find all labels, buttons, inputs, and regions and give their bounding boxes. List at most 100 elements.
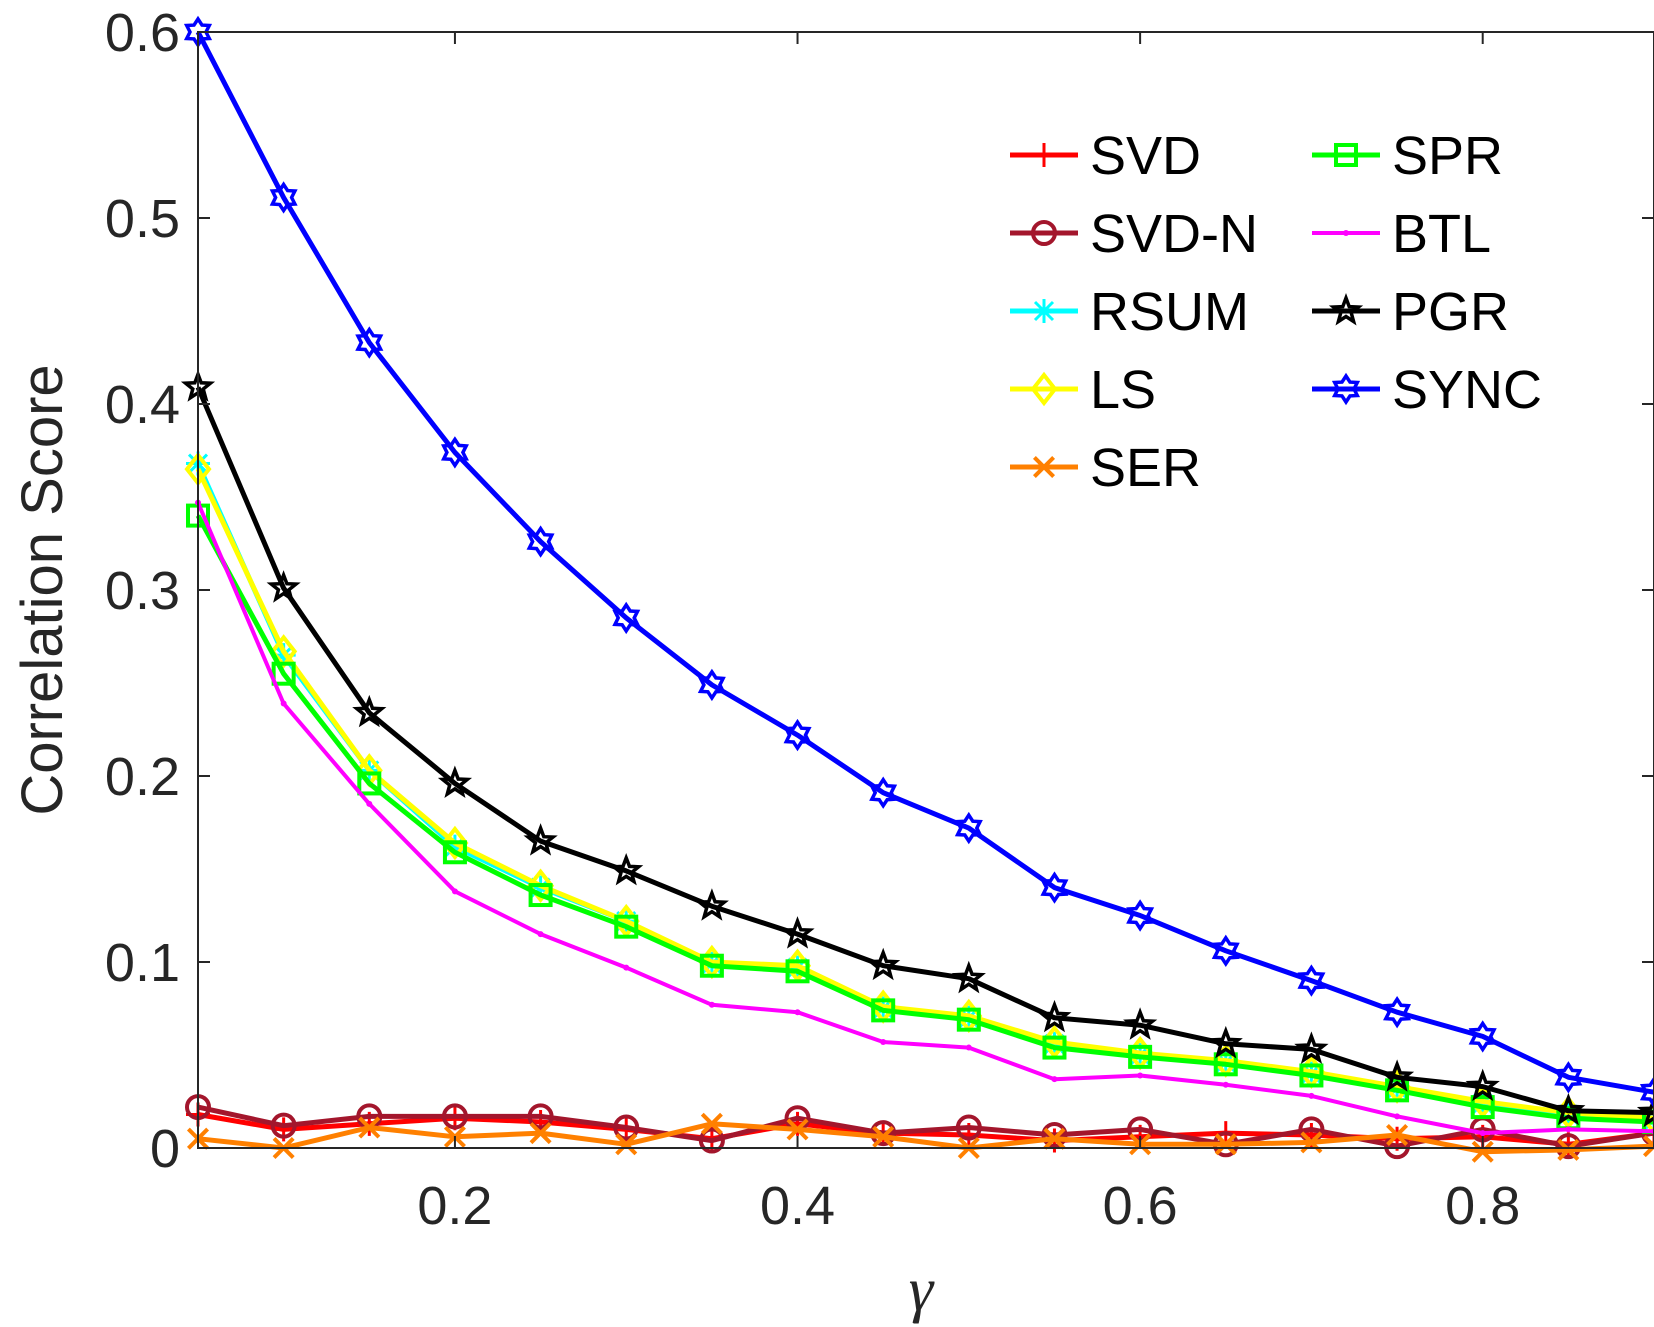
data-point-pgr: [266, 570, 301, 603]
legend-label-btl: BTL: [1392, 204, 1491, 264]
data-point-btl: [280, 700, 287, 707]
legend-marker-svd-n: [1031, 220, 1057, 246]
data-point-sync: [697, 668, 726, 702]
data-point-sync: [1554, 1061, 1583, 1094]
series-line-spr: [195, 514, 1654, 1125]
data-point-ser: [1214, 1133, 1237, 1156]
data-point-btl: [1222, 1081, 1229, 1088]
legend-label-svd: SVD: [1090, 126, 1201, 186]
data-point-pgr: [609, 852, 644, 886]
data-point-sync: [783, 718, 812, 752]
data-point-sync: [526, 525, 555, 558]
data-point-btl: [1479, 1130, 1486, 1137]
data-point-spr: [785, 959, 810, 984]
data-point-spr: [528, 883, 553, 908]
data-point-svd-n: [613, 1114, 640, 1141]
data-point-sync: [1639, 1076, 1654, 1109]
data-point-pgr: [951, 960, 986, 994]
data-point-svd-n: [870, 1120, 897, 1147]
series-line-btl: [196, 501, 1654, 1136]
legend-marker-btl: [1343, 230, 1349, 236]
data-point-pgr: [1551, 1092, 1586, 1126]
series-line-ser: [197, 1121, 1654, 1155]
data-point-btl: [880, 1038, 887, 1045]
data-point-btl: [708, 1001, 715, 1008]
data-point-sync: [1297, 964, 1326, 997]
data-point-ser: [615, 1133, 638, 1156]
data-point-pgr: [1294, 1031, 1329, 1064]
legend-item-sync: SYNC: [1312, 360, 1542, 420]
data-point-ser: [1557, 1138, 1580, 1161]
data-point-btl: [794, 1009, 801, 1016]
legend-item-ser: SER: [1010, 438, 1201, 498]
data-point-btl: [1565, 1126, 1572, 1133]
legend-marker-pgr: [1328, 292, 1364, 326]
data-point-rsum: [442, 834, 467, 859]
legend-item-svd: SVD: [1010, 126, 1201, 186]
data-point-btl: [1394, 1113, 1401, 1120]
data-point-btl: [1308, 1092, 1315, 1099]
data-point-ls: [527, 868, 555, 903]
y-tick-label: 0.6: [105, 3, 180, 63]
data-point-ser: [1642, 1135, 1654, 1158]
data-point-ser: [1471, 1140, 1494, 1163]
y-axis-title: Correlation Score: [10, 364, 75, 815]
legend-item-spr: SPR: [1312, 126, 1503, 186]
x-tick-label: 0.6: [1103, 1176, 1178, 1236]
axes: 0 0.1 0.2 0.3 0.4 0.5 0.6 0.2 0.4 0.6 0.8: [105, 3, 1654, 1236]
data-point-btl: [1051, 1076, 1058, 1083]
plot-area: [180, 15, 1654, 1163]
data-point-sync: [440, 436, 469, 469]
data-point-spr: [1042, 1035, 1067, 1060]
data-point-pgr: [352, 694, 387, 728]
series-line-svd-n: [197, 1104, 1654, 1149]
data-point-svd-n: [270, 1112, 297, 1139]
data-point-sync: [1211, 934, 1240, 967]
data-point-sync: [269, 181, 298, 214]
data-point-spr: [614, 914, 639, 939]
data-point-svd-n: [1555, 1133, 1582, 1160]
data-point-spr: [699, 953, 724, 978]
data-point-ser: [358, 1116, 381, 1139]
data-point-spr: [442, 840, 467, 865]
data-point-svd-n: [698, 1127, 725, 1154]
data-point-btl: [623, 964, 630, 971]
data-point-btl: [366, 800, 373, 807]
data-point-pgr: [694, 888, 729, 921]
data-point-pgr: [866, 947, 901, 981]
legend: SVD SVD-N RSUM LS SER SPR BTL PGR SYNC: [1010, 126, 1542, 498]
data-point-ser: [872, 1125, 895, 1148]
legend-label-ser: SER: [1090, 438, 1201, 498]
legend-marker-rsum: [1032, 299, 1056, 323]
series-btl: [195, 499, 1654, 1137]
y-tick-label: 0.1: [105, 933, 180, 993]
legend-marker-svd: [1032, 143, 1056, 167]
data-point-sync: [954, 811, 983, 845]
data-point-ser: [1386, 1123, 1409, 1146]
legend-label-svd-n: SVD-N: [1090, 204, 1258, 264]
data-point-spr: [271, 661, 296, 686]
data-point-spr: [357, 771, 382, 796]
data-point-svd-n: [441, 1103, 468, 1130]
data-point-sync: [1126, 899, 1155, 932]
data-point-spr: [1642, 1109, 1654, 1134]
data-point-spr: [1470, 1095, 1495, 1120]
data-point-svd-n: [1041, 1121, 1068, 1148]
data-point-ser: [1043, 1127, 1066, 1150]
data-point-sync: [1040, 871, 1069, 904]
y-tick-label: 0.2: [105, 747, 180, 807]
legend-item-btl: BTL: [1312, 204, 1491, 264]
legend-marker-ser: [1032, 455, 1056, 479]
series-pgr: [180, 369, 1654, 1128]
series-line-pgr: [195, 386, 1654, 1116]
data-point-btl: [1137, 1072, 1144, 1079]
data-point-pgr: [437, 765, 473, 799]
legend-item-svd-n: SVD-N: [1010, 204, 1258, 264]
data-point-pgr: [523, 823, 558, 856]
legend-marker-spr: [1334, 143, 1358, 167]
data-point-svd-n: [955, 1114, 982, 1141]
data-point-btl: [965, 1044, 972, 1051]
legend-label-ls: LS: [1090, 360, 1156, 420]
data-point-spr: [1128, 1044, 1153, 1069]
